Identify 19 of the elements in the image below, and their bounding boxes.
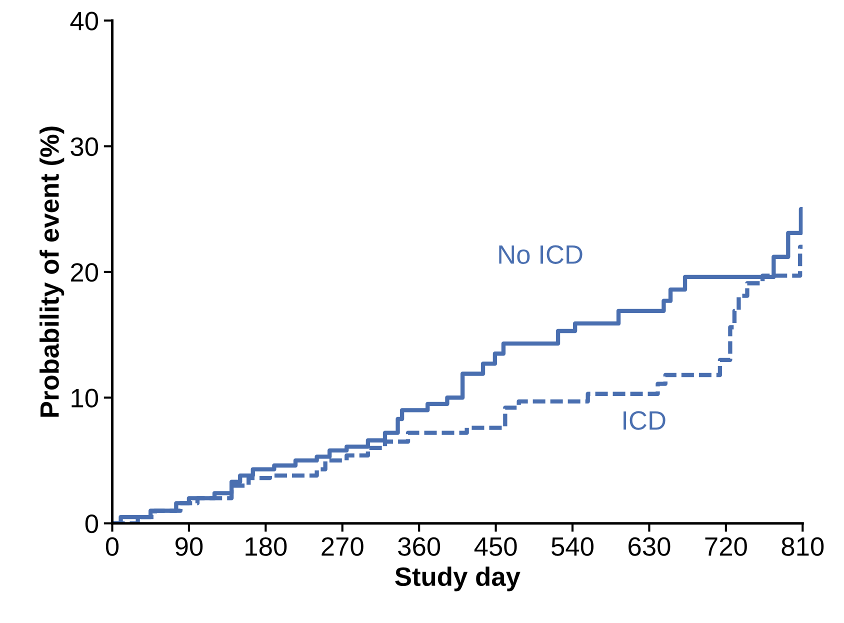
y-tick-label: 30 [70, 137, 98, 156]
x-tick-label: 540 [552, 537, 594, 556]
x-tick-label: 630 [628, 537, 670, 556]
x-tick-label: 810 [782, 537, 824, 556]
x-tick-label: 360 [398, 537, 440, 556]
x-tick-label: 450 [474, 537, 517, 556]
x-tick-label: 0 [106, 537, 119, 556]
x-tick-label: 90 [176, 537, 203, 556]
x-tick-label: 720 [705, 537, 747, 556]
x-axis-title: Study day [395, 566, 520, 592]
y-tick-label: 20 [71, 263, 98, 282]
y-tick-label: 40 [70, 12, 98, 30]
y-tick-label: 0 [85, 514, 98, 534]
y-axis-title: Probability of event (%) [40, 126, 64, 417]
x-tick-label: 270 [322, 537, 364, 556]
text: No ICD [499, 245, 582, 264]
series-label: ICD [624, 411, 666, 430]
x-tick-label: 180 [246, 537, 287, 556]
y-tick-label: 10 [72, 388, 98, 408]
